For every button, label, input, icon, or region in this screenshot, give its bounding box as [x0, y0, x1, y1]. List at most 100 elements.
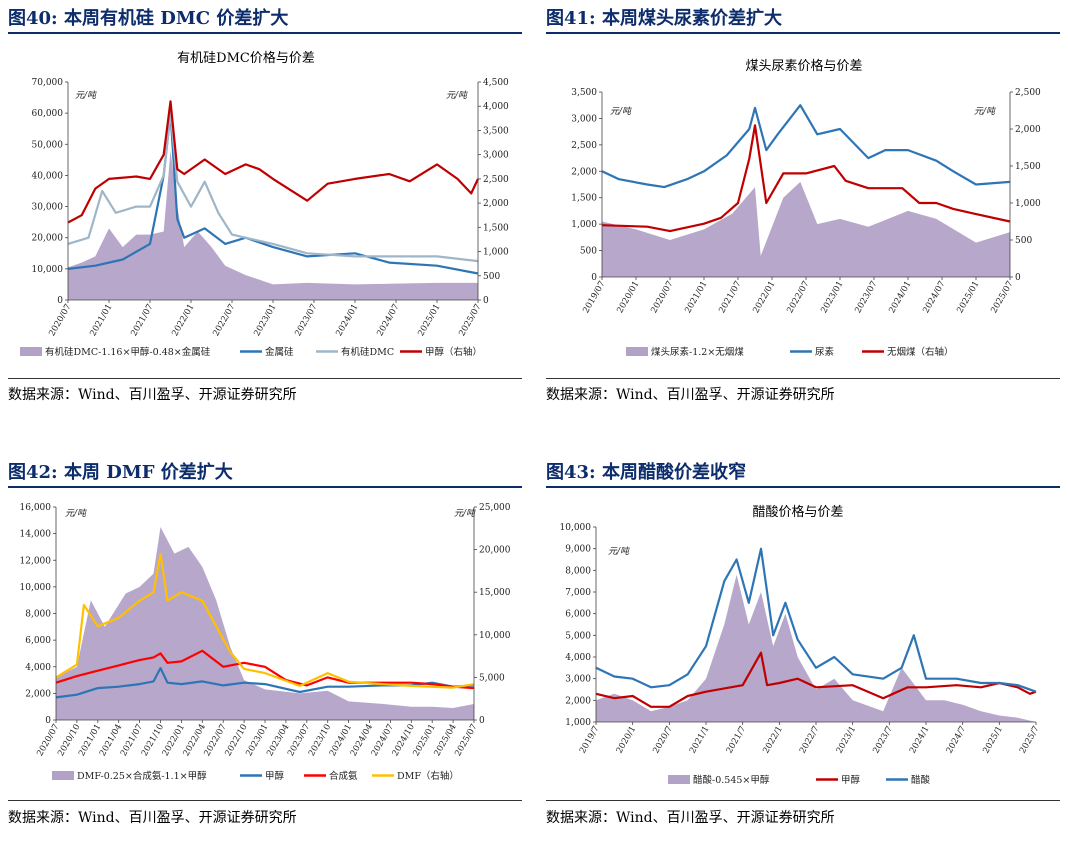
y-tick-label-left: 14,000	[20, 530, 52, 540]
y-unit-right: 元/吨	[446, 90, 469, 101]
series-line-1	[595, 651, 1037, 708]
x-tick-label: 2024/07	[375, 303, 401, 339]
source-rule	[8, 800, 522, 801]
y-tick-label-right: 15,000	[479, 588, 511, 598]
series-line-2	[601, 124, 1011, 233]
y-unit-left: 元/吨	[608, 546, 631, 557]
chart-title: 有机硅DMC价格与价差	[177, 50, 315, 66]
legend-swatch-0	[668, 775, 690, 784]
dmf-chart: 元/吨 元/吨 0 2,000 4,000 6,000 8,000 10,000 12,000 1…	[20, 503, 511, 782]
y-tick-label-left: 60,000	[32, 109, 64, 119]
title-rule	[546, 486, 1060, 488]
x-tick-label: 2019/7	[578, 725, 602, 756]
x-tick-label: 2022/7	[798, 725, 822, 756]
legend-label-0: 有机硅DMC-1.16×甲醇-0.48×金属硅	[45, 346, 211, 358]
y-tick-label-right: 1,500	[1015, 162, 1041, 172]
y-tick-label-left: 4,000	[565, 653, 591, 663]
source-rule	[546, 800, 1060, 801]
y-tick-label-right: 2,500	[483, 175, 509, 185]
y-tick-label-left: 0	[591, 273, 597, 283]
y-tick-label-right: 500	[483, 272, 500, 282]
series-line-2	[595, 547, 1037, 693]
y-tick-label-left: 3,000	[565, 675, 591, 685]
y-tick-label-left: 500	[580, 247, 597, 257]
series-line-3	[67, 100, 479, 224]
y-tick-label-left: 20,000	[32, 234, 64, 244]
y-tick-label-left: 2,000	[25, 689, 51, 699]
title-rule	[546, 32, 1060, 34]
x-tick-label: 2024/07	[921, 280, 947, 316]
x-tick-label: 2024/7	[945, 725, 969, 756]
y-tick-label-left: 5,000	[565, 631, 591, 641]
y-tick-label-left: 2,000	[565, 696, 591, 706]
y-tick-label-left: 16,000	[20, 503, 52, 513]
source-rule	[8, 378, 522, 379]
y-tick-label-right: 25,000	[479, 503, 511, 513]
source-rule	[546, 378, 1060, 379]
x-tick-label: 2020/07	[47, 303, 73, 339]
legend-label-2: 有机硅DMC	[341, 346, 394, 358]
y-tick-label-left: 12,000	[20, 556, 52, 566]
y-tick-label-left: 4,000	[25, 663, 51, 673]
source-note: 数据来源：Wind、百川盈孚、开源证券研究所	[8, 387, 297, 403]
y-tick-label-left: 30,000	[32, 203, 64, 213]
y-tick-label-left: 70,000	[32, 78, 64, 88]
x-tick-label: 2022/01	[751, 280, 777, 316]
y-tick-label-left: 0	[45, 716, 51, 726]
y-unit-right: 元/吨	[974, 106, 997, 117]
x-tick-label: 2025/01	[955, 280, 981, 316]
y-tick-label-right: 2,000	[1015, 125, 1041, 135]
y-tick-label-left: 10,000	[20, 583, 52, 593]
x-tick-label: 2022/07	[211, 303, 237, 339]
y-tick-label-left: 2,500	[571, 141, 597, 151]
x-tick-label: 2025/7	[1018, 725, 1042, 756]
y-tick-label-right: 0	[483, 296, 489, 306]
legend-label-0: DMF-0.25×合成氨-1.1×甲醇	[77, 770, 207, 782]
y-tick-label-left: 0	[57, 296, 63, 306]
y-tick-label-right: 1,500	[483, 223, 509, 233]
panel-acetic: 图43: 本周醋酸价差收窄 醋酸价格与价差 元/吨 1,000 2,000 3,000 4…	[546, 458, 1060, 868]
x-tick-label: 2021/7	[725, 725, 749, 756]
y-tick-label-left: 1,500	[571, 194, 597, 204]
legend-label-1: 金属硅	[265, 346, 294, 358]
source-note: 数据来源：Wind、百川盈孚、开源证券研究所	[546, 810, 835, 826]
title-rule	[8, 32, 522, 34]
chart-title: 醋酸价格与价差	[752, 504, 843, 520]
legend-label-3: 甲醇（右轴）	[425, 346, 482, 358]
legend-swatch-0	[626, 347, 648, 356]
title-rule	[8, 486, 522, 488]
y-tick-label-left: 6,000	[565, 610, 591, 620]
x-tick-label: 2023/01	[819, 280, 845, 316]
panel-urea: 图41: 本周煤头尿素价差扩大 煤头尿素价格与价差 元/吨 元/吨 0 500 1,000…	[546, 4, 1060, 414]
x-tick-label: 2019/07	[581, 280, 607, 316]
y-tick-label-left: 8,000	[565, 566, 591, 576]
x-tick-label: 2022/1	[761, 725, 785, 756]
x-tick-label: 2024/01	[887, 280, 913, 316]
panel-title: 图41: 本周煤头尿素价差扩大	[546, 8, 782, 29]
x-tick-label: 2025/1	[981, 725, 1005, 756]
x-tick-label: 2025/01	[416, 303, 442, 339]
series-area-0	[596, 574, 1036, 722]
series-area-0	[602, 181, 1010, 277]
series-line-2	[55, 649, 475, 690]
y-tick-label-right: 4,000	[483, 102, 509, 112]
legend-label-1: 尿素	[815, 346, 835, 358]
source-note: 数据来源：Wind、百川盈孚、开源证券研究所	[8, 810, 297, 826]
y-tick-label-left: 3,500	[571, 88, 597, 98]
y-tick-label-left: 9,000	[565, 545, 591, 555]
y-tick-label-left: 40,000	[32, 171, 64, 181]
legend-label-3: DMF（右轴）	[397, 770, 459, 782]
y-tick-label-right: 1,000	[483, 248, 509, 258]
x-tick-label: 2020/1	[615, 725, 639, 756]
x-tick-label: 2024/01	[334, 303, 360, 339]
legend-label-2: 醋酸	[911, 774, 931, 786]
y-tick-label-left: 2,000	[571, 167, 597, 177]
legend-label-1: 甲醇	[841, 774, 861, 786]
series-line-2	[67, 112, 479, 263]
x-tick-label: 2020/07	[649, 280, 675, 316]
x-tick-label: 2023/07	[293, 303, 319, 339]
y-tick-label-left: 1,000	[571, 220, 597, 230]
y-tick-label-right: 2,500	[1015, 88, 1041, 98]
y-unit-right: 元/吨	[454, 508, 477, 519]
